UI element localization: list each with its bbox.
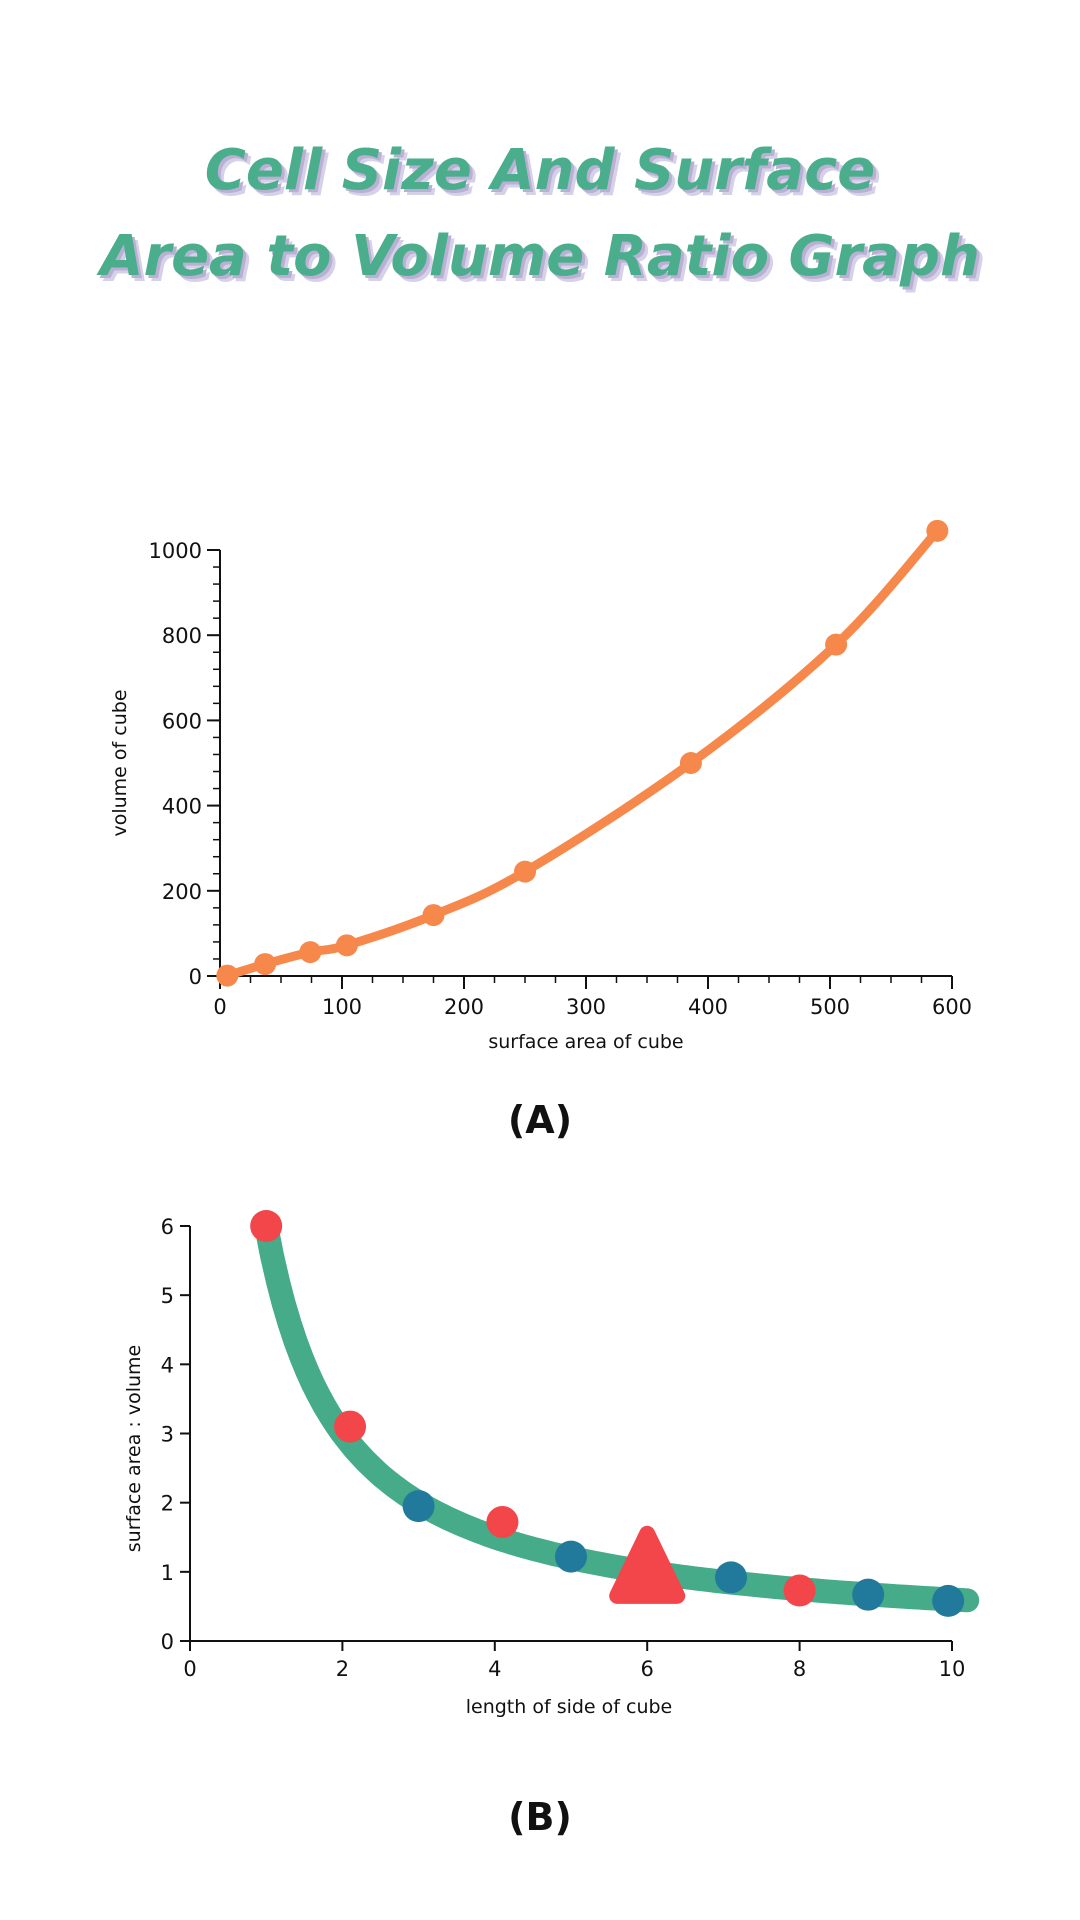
title-line-2: Area to Volume Ratio Graph xyxy=(100,224,980,289)
y-tick-label: 400 xyxy=(162,795,202,819)
data-point xyxy=(216,964,239,987)
data-point xyxy=(250,1210,283,1242)
data-point xyxy=(783,1574,816,1607)
x-tick-label: 0 xyxy=(183,1657,196,1681)
y-tick-label: 0 xyxy=(161,1630,174,1654)
y-axis-label: volume of cube xyxy=(109,689,131,836)
data-point xyxy=(715,1561,748,1594)
y-tick-label: 800 xyxy=(162,624,202,648)
title-line-1: Cell Size And Surface xyxy=(204,138,876,203)
data-point xyxy=(254,953,277,976)
x-tick-label: 0 xyxy=(213,995,226,1019)
data-point xyxy=(852,1578,885,1611)
data-point xyxy=(932,1584,965,1617)
x-tick-label: 200 xyxy=(444,995,484,1019)
y-tick-label: 0 xyxy=(189,965,202,989)
x-tick-label: 500 xyxy=(810,995,850,1019)
y-tick-label: 6 xyxy=(161,1215,174,1239)
data-point xyxy=(334,1410,367,1443)
data-point-triangle xyxy=(609,1525,686,1604)
x-tick-label: 10 xyxy=(939,1657,966,1681)
y-tick-label: 5 xyxy=(161,1284,174,1308)
data-point xyxy=(335,934,358,957)
data-point xyxy=(299,941,322,964)
x-tick-label: 4 xyxy=(488,1657,501,1681)
data-point xyxy=(514,860,536,883)
x-tick-label: 600 xyxy=(932,995,972,1019)
data-point xyxy=(555,1540,587,1573)
y-tick-label: 600 xyxy=(162,709,202,733)
data-point xyxy=(679,752,702,774)
data-point xyxy=(825,633,848,656)
y-tick-label: 4 xyxy=(161,1353,174,1377)
x-axis-label: surface area of cube xyxy=(488,1031,683,1053)
chart-b-caption: (B) xyxy=(508,1795,572,1839)
x-tick-label: 6 xyxy=(641,1657,654,1681)
y-tick-label: 3 xyxy=(161,1423,174,1447)
y-axis-label: surface area : volume xyxy=(123,1345,145,1553)
data-point xyxy=(486,1506,519,1539)
y-tick-label: 1000 xyxy=(149,539,202,563)
x-tick-label: 300 xyxy=(566,995,606,1019)
x-tick-label: 400 xyxy=(688,995,728,1019)
data-point xyxy=(926,519,949,542)
x-tick-label: 2 xyxy=(336,1657,349,1681)
y-tick-label: 200 xyxy=(162,880,202,904)
data-point xyxy=(422,904,445,927)
chart-a-caption: (A) xyxy=(507,1098,573,1142)
series-curve xyxy=(254,1214,980,1613)
x-tick-label: 100 xyxy=(322,995,362,1019)
data-point xyxy=(402,1490,435,1523)
x-axis-label: length of side of cube xyxy=(466,1696,673,1718)
y-tick-label: 2 xyxy=(161,1492,174,1516)
x-tick-label: 8 xyxy=(793,1657,806,1681)
page-title: Cell Size And Surface Area to Volume Rat… xyxy=(0,128,1080,300)
y-tick-label: 1 xyxy=(161,1561,174,1585)
